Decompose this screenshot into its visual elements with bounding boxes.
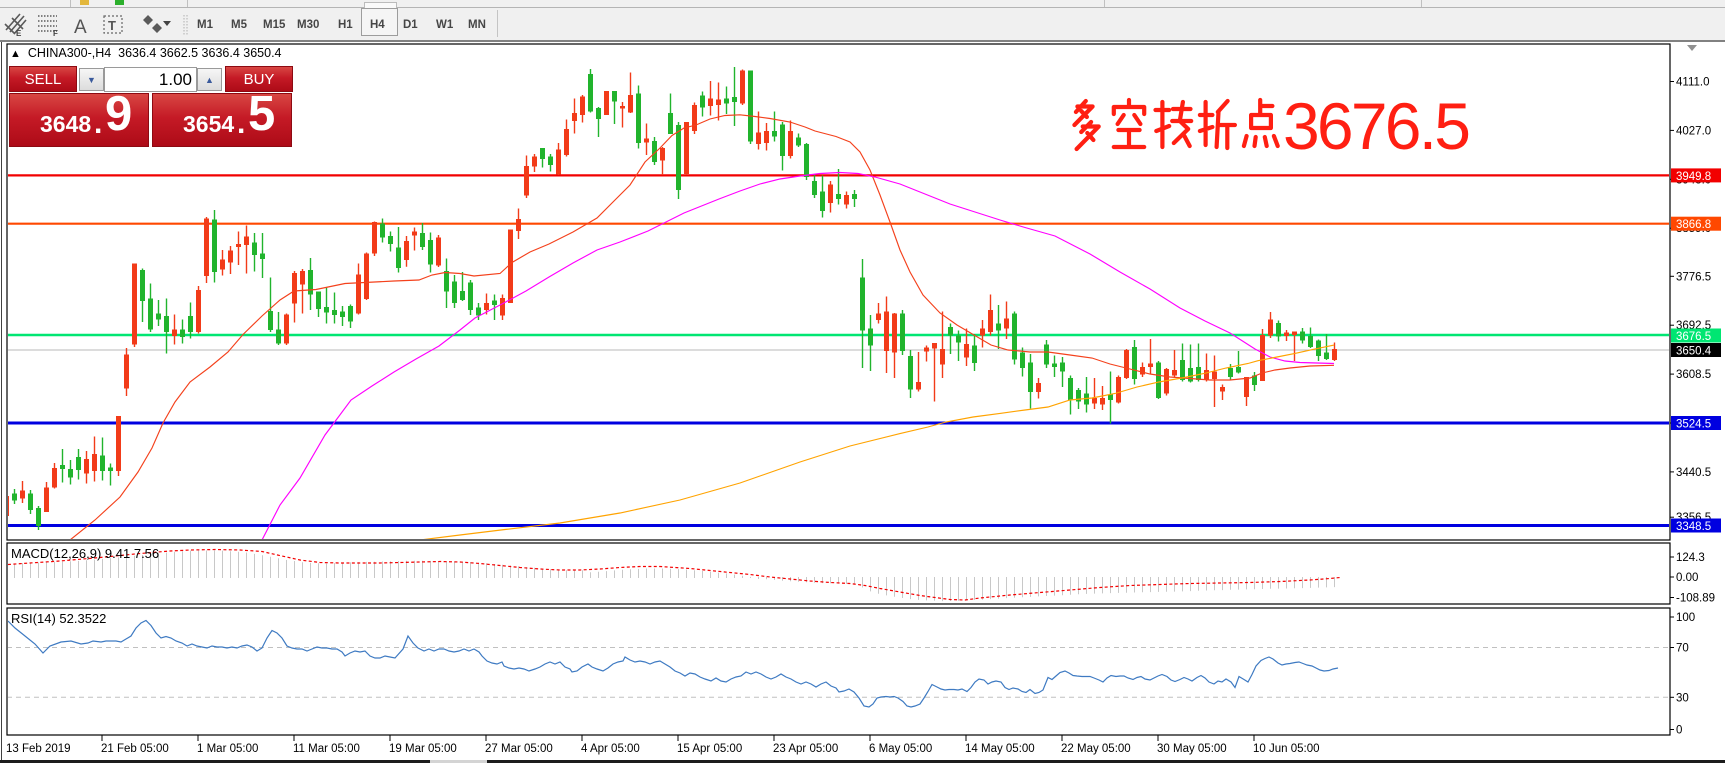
svg-text:4027.0: 4027.0 — [1676, 125, 1711, 137]
svg-text:3949.8: 3949.8 — [1676, 171, 1711, 183]
svg-text:30: 30 — [1676, 692, 1689, 704]
svg-text:MACD(12,26,9) 9.41 7.56: MACD(12,26,9) 9.41 7.56 — [11, 546, 159, 561]
svg-text:10 Jun 05:00: 10 Jun 05:00 — [1253, 743, 1320, 755]
svg-text:23 Apr 05:00: 23 Apr 05:00 — [773, 743, 838, 755]
svg-text:1 Mar 05:00: 1 Mar 05:00 — [197, 743, 258, 755]
svg-text:3676.5: 3676.5 — [1283, 89, 1471, 163]
svg-text:3608.5: 3608.5 — [1676, 369, 1711, 381]
svg-text:RSI(14) 52.3522: RSI(14) 52.3522 — [11, 611, 106, 626]
svg-text:3676.5: 3676.5 — [1676, 331, 1711, 343]
svg-text:4 Apr 05:00: 4 Apr 05:00 — [581, 743, 640, 755]
svg-text:30 May 05:00: 30 May 05:00 — [1157, 743, 1227, 755]
svg-text:-108.89: -108.89 — [1676, 593, 1715, 605]
svg-text:T: T — [108, 18, 116, 33]
svg-text:14 May 05:00: 14 May 05:00 — [965, 743, 1035, 755]
svg-text:3776.5: 3776.5 — [1676, 271, 1711, 283]
svg-text:3440.5: 3440.5 — [1676, 467, 1711, 479]
svg-text:0.00: 0.00 — [1676, 572, 1698, 584]
svg-text:22 May 05:00: 22 May 05:00 — [1061, 743, 1131, 755]
svg-text:3348.5: 3348.5 — [1676, 521, 1711, 533]
svg-text:11 Mar 05:00: 11 Mar 05:00 — [293, 743, 360, 755]
svg-text:E: E — [16, 29, 22, 38]
svg-text:4111.0: 4111.0 — [1676, 77, 1709, 89]
svg-text:3524.5: 3524.5 — [1676, 419, 1711, 431]
svg-text:6 May 05:00: 6 May 05:00 — [869, 743, 932, 755]
svg-text:A: A — [74, 17, 87, 38]
svg-text:70: 70 — [1676, 643, 1689, 655]
svg-text:13 Feb 2019: 13 Feb 2019 — [6, 743, 71, 755]
svg-text:3866.8: 3866.8 — [1676, 219, 1711, 231]
svg-text:0: 0 — [1676, 725, 1682, 737]
svg-text:124.3: 124.3 — [1676, 552, 1705, 564]
svg-text:F: F — [53, 29, 58, 38]
svg-text:21 Feb 05:00: 21 Feb 05:00 — [101, 743, 169, 755]
svg-text:19 Mar 05:00: 19 Mar 05:00 — [389, 743, 457, 755]
svg-text:3650.4: 3650.4 — [1676, 346, 1712, 358]
svg-text:27 Mar 05:00: 27 Mar 05:00 — [485, 743, 553, 755]
svg-text:100: 100 — [1676, 612, 1695, 624]
svg-text:15 Apr 05:00: 15 Apr 05:00 — [677, 743, 742, 755]
